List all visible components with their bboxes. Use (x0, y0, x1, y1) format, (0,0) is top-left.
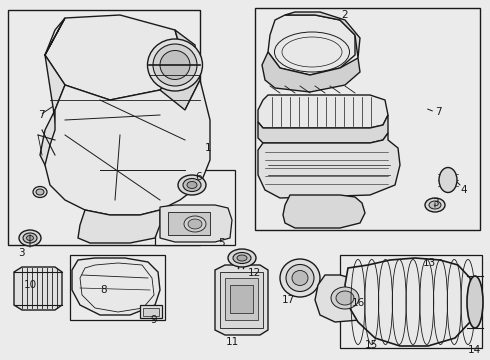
Text: 3: 3 (18, 248, 24, 258)
Ellipse shape (280, 259, 320, 297)
Polygon shape (40, 18, 65, 185)
Ellipse shape (183, 179, 201, 192)
Polygon shape (160, 205, 232, 242)
Ellipse shape (19, 230, 41, 246)
Ellipse shape (153, 44, 197, 86)
Text: 17: 17 (282, 295, 295, 305)
Polygon shape (78, 210, 160, 243)
Ellipse shape (286, 265, 314, 292)
Ellipse shape (228, 249, 256, 267)
Ellipse shape (439, 167, 457, 193)
Bar (155, 170, 235, 245)
Polygon shape (258, 115, 388, 143)
Bar (255, 8, 480, 230)
Ellipse shape (233, 252, 251, 264)
Polygon shape (258, 133, 400, 198)
Ellipse shape (237, 255, 247, 261)
Polygon shape (315, 275, 372, 322)
Polygon shape (268, 15, 355, 75)
Polygon shape (345, 258, 475, 346)
Bar (220, 272, 263, 328)
Polygon shape (258, 95, 388, 128)
Ellipse shape (336, 291, 354, 305)
Text: 5: 5 (218, 238, 224, 248)
Ellipse shape (36, 189, 44, 195)
Ellipse shape (188, 219, 202, 229)
Polygon shape (45, 80, 210, 215)
Text: 12: 12 (248, 268, 261, 278)
Text: 1: 1 (205, 143, 212, 153)
Bar (230, 285, 253, 313)
Ellipse shape (467, 276, 483, 328)
Text: 3: 3 (432, 198, 439, 208)
Text: 4: 4 (460, 185, 466, 195)
Polygon shape (14, 267, 62, 310)
Text: 13: 13 (423, 258, 436, 268)
Text: 7: 7 (435, 107, 441, 117)
Ellipse shape (187, 181, 197, 189)
Bar (143, 308, 159, 316)
Ellipse shape (429, 201, 441, 209)
Polygon shape (72, 258, 160, 315)
Ellipse shape (331, 287, 359, 309)
Bar (70, 255, 165, 320)
Text: 2: 2 (342, 10, 348, 20)
Text: 16: 16 (352, 298, 365, 308)
Polygon shape (215, 265, 268, 335)
Text: 11: 11 (225, 337, 239, 347)
Bar (140, 305, 162, 318)
Ellipse shape (178, 175, 206, 195)
Ellipse shape (23, 233, 37, 243)
Polygon shape (262, 52, 360, 92)
Text: 6: 6 (195, 172, 201, 182)
Ellipse shape (292, 270, 308, 285)
Bar (340, 255, 482, 348)
Text: 7: 7 (38, 110, 45, 120)
Ellipse shape (184, 216, 206, 232)
Text: 9: 9 (150, 315, 157, 325)
Polygon shape (160, 30, 200, 125)
Bar (8, 10, 200, 245)
Ellipse shape (147, 39, 202, 91)
Polygon shape (45, 15, 185, 100)
Polygon shape (283, 195, 365, 228)
Polygon shape (285, 12, 360, 58)
Ellipse shape (425, 198, 445, 212)
Text: 8: 8 (100, 285, 107, 295)
Bar (225, 278, 258, 320)
Text: 15: 15 (365, 340, 378, 350)
Bar (168, 212, 210, 235)
Ellipse shape (160, 50, 190, 80)
Text: 14: 14 (468, 345, 481, 355)
Ellipse shape (26, 235, 33, 240)
Text: 10: 10 (24, 280, 37, 290)
Ellipse shape (33, 186, 47, 198)
